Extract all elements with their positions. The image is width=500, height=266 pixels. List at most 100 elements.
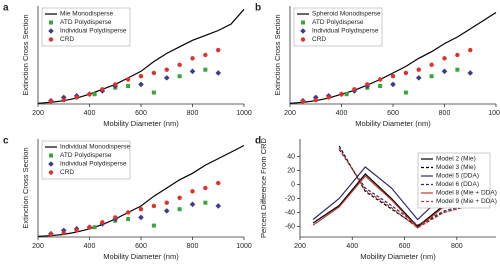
marker-circle: [390, 74, 396, 79]
legend-label: Individual Polydisperse: [312, 28, 379, 35]
marker-square: [177, 207, 182, 212]
marker-circle: [455, 52, 460, 58]
marker-circle: [138, 207, 144, 212]
marker-circle: [87, 225, 92, 230]
x-tick-label: 200: [32, 243, 44, 250]
legend-label: ATD Polydisperse: [60, 19, 112, 26]
y-tick-label: 20: [287, 167, 295, 174]
legend-label: Spheroid Monodisperse: [312, 11, 381, 18]
panel: a 200 400 600 800 1000 Mobility Diameter (nm) E…: [3, 3, 252, 128]
x-tick-label: 400: [84, 243, 96, 250]
y-tick-label: 40: [287, 153, 295, 160]
marker-circle: [190, 189, 195, 194]
marker-circle: [125, 210, 131, 215]
series-line: [37, 8, 245, 104]
x-tick-label: 400: [336, 110, 348, 117]
y-tick-label: -20: [285, 195, 295, 202]
marker-circle: [352, 87, 357, 92]
legend-label: CRD: [60, 36, 74, 43]
marker-square: [403, 90, 408, 95]
legend-label: Individual Monodisperse: [60, 144, 130, 151]
marker-diamond: [441, 68, 448, 75]
marker-circle: [164, 200, 169, 205]
marker-circle: [113, 215, 118, 220]
marker-circle: [403, 70, 409, 76]
marker-diamond: [189, 201, 196, 208]
marker-square: [429, 74, 434, 79]
panel-letter: a: [3, 3, 9, 14]
legend-label: ATD Polydisperse: [312, 19, 364, 26]
marker-circle: [113, 82, 118, 87]
x-tick-label: 800: [187, 110, 199, 117]
marker-square: [378, 84, 383, 89]
legend-label: Individual Polydisperse: [60, 28, 127, 35]
marker-circle: [61, 97, 66, 103]
x-axis-title: Mobility Diameter (nm): [103, 119, 179, 128]
legend-swatch: [48, 28, 54, 34]
legend-label: CRD: [60, 169, 74, 176]
marker-square: [126, 84, 131, 89]
x-axis-title: Mobility Diameter (nm): [355, 119, 431, 128]
y-axis-title: Extinction Cross Section: [21, 14, 30, 95]
legend-label: Model 6 (DDA): [436, 181, 479, 188]
legend-label: Mie Monodisperse: [60, 11, 113, 18]
x-tick-label: 200: [284, 110, 296, 117]
y-tick-label: -60: [285, 223, 295, 230]
x-tick-label: 1000: [236, 243, 252, 250]
x-tick-label: 800: [187, 243, 199, 250]
marker-circle: [429, 62, 434, 67]
legend-label: Model 2 (Mie): [436, 156, 476, 163]
marker-circle: [151, 203, 157, 209]
marker-circle: [100, 87, 105, 92]
marker-circle: [416, 67, 421, 72]
x-tick-label: 600: [135, 243, 147, 250]
panel-letter: b: [255, 3, 261, 14]
y-tick-label: 0: [291, 181, 295, 188]
panel-letter: c: [3, 136, 9, 147]
legend-label: ATD Polydisperse: [60, 152, 112, 159]
marker-circle: [377, 77, 383, 82]
marker-circle: [300, 99, 306, 104]
x-tick-label: 400: [346, 243, 358, 250]
marker-diamond: [163, 208, 170, 214]
marker-circle: [87, 92, 92, 97]
marker-circle: [151, 70, 157, 76]
marker-circle: [48, 232, 54, 237]
panel-letter: d: [255, 136, 261, 147]
marker-square: [344, 92, 349, 97]
marker-diamond: [467, 70, 474, 76]
marker-circle: [468, 47, 473, 53]
legend-swatch: [301, 20, 305, 25]
x-axis-title: Mobility Diameter (nm): [360, 252, 436, 261]
marker-circle: [48, 99, 54, 104]
legend-label: CRD: [312, 36, 326, 43]
panel: d 200 400 600 800 -60 -40 -20 0 20 40 Mobility Diam…: [255, 136, 497, 261]
panel: b 200 400 600 800 1000 Mobility Diameter (nm) E…: [255, 3, 500, 128]
marker-circle: [190, 56, 195, 61]
marker-circle: [313, 97, 318, 103]
marker-circle: [203, 185, 208, 191]
marker-square: [92, 225, 97, 230]
marker-circle: [74, 228, 79, 233]
x-tick-label: 600: [135, 110, 147, 117]
marker-diamond: [138, 214, 144, 221]
marker-circle: [365, 82, 370, 87]
marker-diamond: [163, 75, 170, 81]
panel: c 200 400 600 800 1000 Mobility Diameter (nm) E…: [3, 136, 252, 261]
marker-diamond: [215, 70, 222, 76]
series-line: [289, 11, 497, 104]
marker-square: [203, 200, 208, 205]
marker-square: [92, 92, 97, 97]
y-tick-label: -40: [285, 209, 295, 216]
x-tick-label: 200: [32, 110, 44, 117]
marker-square: [151, 90, 156, 95]
marker-circle: [203, 52, 208, 58]
marker-circle: [216, 47, 221, 53]
marker-square: [177, 74, 182, 79]
marker-circle: [177, 195, 182, 200]
legend-label: Individual Polydisperse: [60, 161, 127, 168]
y-axis-title: Extinction Cross Section: [273, 14, 282, 95]
x-tick-label: 200: [294, 243, 306, 250]
y-axis-title: Extinction Cross Section: [21, 147, 30, 228]
